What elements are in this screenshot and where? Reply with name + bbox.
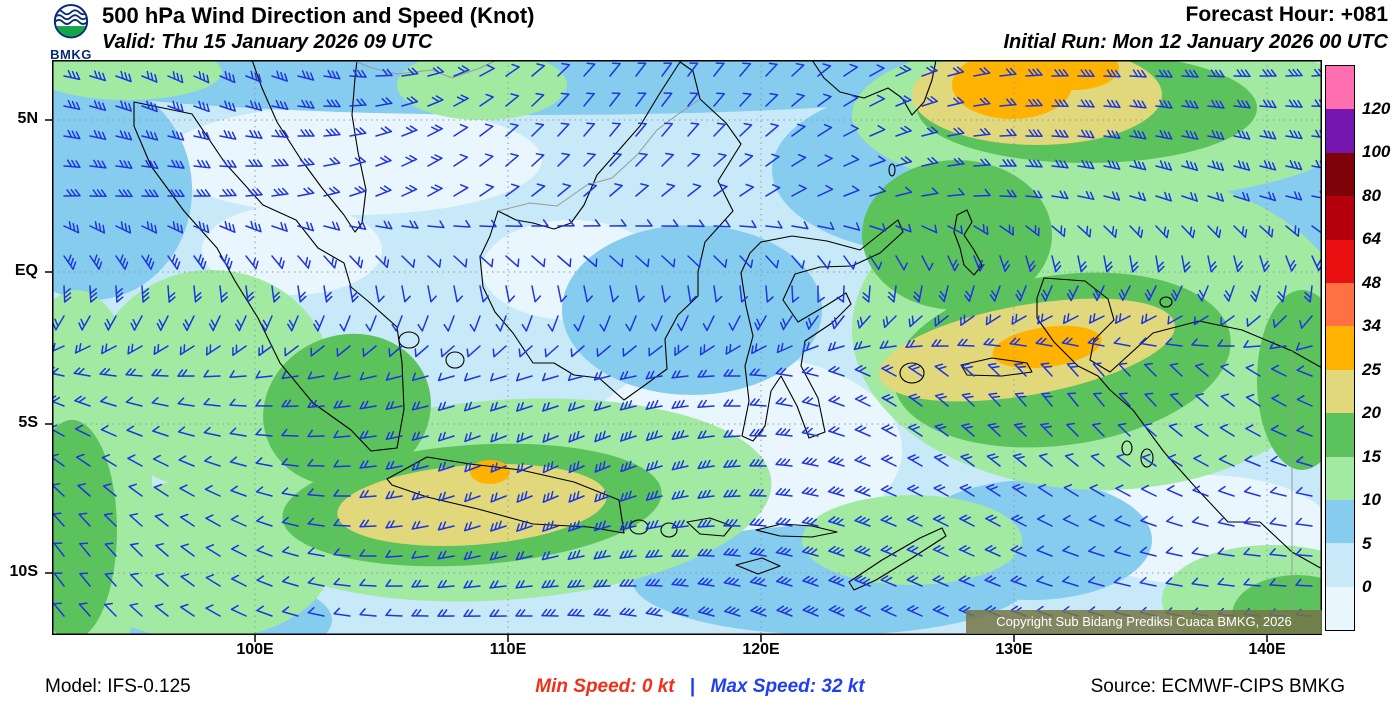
coastline-aru [1140,448,1154,468]
min-speed-label: Min Speed: 0 kt [535,676,675,697]
wind-speed-contour [72,480,332,635]
model-label: Model: IFS-0.125 [45,676,191,697]
wind-speed-contour [202,205,382,295]
legend-value-label: 0 [1362,577,1372,597]
legend-color-cell [1326,109,1354,153]
legend-value-label: 64 [1362,229,1381,249]
country-borders [351,60,1293,635]
wind-speed-contour [52,420,117,635]
coastline-timor [848,527,947,591]
wind-speed-contour [1029,60,1119,90]
lon-tick-label: 120E [742,641,780,658]
coastline-sumbawa [686,517,733,537]
wind-speed-contour [470,460,510,484]
axis-ticks [45,119,1268,642]
lat-tick-label: 5N [17,110,38,127]
source-label: Source: ECMWF-CIPS BMKG [1090,676,1345,697]
legend-value-label: 100 [1362,142,1391,162]
lat-tick-label: EQ [14,262,38,279]
wind-speed-contour [802,495,1022,585]
legend-value-label: 15 [1362,446,1381,466]
wind-speed-contour [52,60,222,100]
grid-lines [52,60,1322,635]
border-borneo [497,98,701,212]
legend-color-cell [1326,282,1354,327]
wind-speed-contour [52,80,192,300]
coastline-malay-peninsula [251,60,367,233]
wind-speed-contour [162,105,542,215]
legend-value-label: 5 [1362,533,1372,553]
speed-range-labels: Min Speed: 0 kt | Max Speed: 32 kt [0,676,1400,698]
legend-color-cell [1326,369,1354,414]
coastline-mindanao [811,60,937,116]
coastline-sangihe [888,163,896,177]
wind-barbs [52,62,1322,617]
wind-speed-contour [992,325,1102,369]
legend-color-cell [1326,326,1354,370]
legend-value-label: 80 [1362,185,1381,205]
legend-color-cell [1326,66,1354,110]
lon-tick-label: 110E [489,641,527,658]
wind-speed-contour [337,464,607,546]
wind-speed-contour [397,60,567,120]
lat-tick-label: 5S [18,414,38,431]
lon-tick-label: 100E [236,641,274,658]
map-copyright: Copyright Sub Bidang Prediksi Cuaca BMKG… [966,610,1322,634]
map-frame [52,60,1322,635]
legend-value-label: 20 [1362,403,1381,423]
legend-color-cell [1326,152,1354,197]
valid-time-label: Valid: Thu 15 January 2026 09 UTC [102,31,433,53]
coastline-halmahera [953,209,983,276]
legend-value-label: 120 [1362,98,1391,118]
coastline-buru [899,362,925,384]
coastline-bangka [398,331,420,349]
legend-color-cell [1326,196,1354,240]
lon-tick-label: 130E [995,641,1033,658]
wind-map-figure [45,60,1322,642]
wind-speed-contour [1257,290,1322,470]
forecast-hour-label: Forecast Hour: +081 [1185,3,1389,26]
page-title: 500 hPa Wind Direction and Speed (Knot) [102,3,535,28]
legend-value-label: 34 [1362,316,1381,336]
legend-color-cell [1326,239,1354,283]
coastline-biak [1159,296,1173,308]
coastline-lombok [660,522,678,538]
initial-run-label: Initial Run: Mon 12 January 2026 00 UTC [1003,31,1388,53]
legend-value-label: 25 [1362,359,1381,379]
bmkg-logo-label: BMKG [50,47,92,62]
max-speed-label: Max Speed: 32 kt [710,676,865,697]
legend-color-cell [1326,499,1354,544]
coastline-belitung [445,351,465,369]
coastline-kai [1121,440,1133,456]
legend-value-label: 10 [1362,490,1381,510]
wind-speed-contour [263,333,431,487]
legend-color-cell [1326,413,1354,457]
lon-tick-label: 140E [1248,641,1286,658]
coastline-sumba [735,557,781,575]
wind-speed-contour [862,160,1052,310]
wind-speed-legend [1325,65,1355,631]
coastline-sumatra [133,101,405,452]
wind-speed-contour [562,225,822,395]
speed-separator: | [689,676,696,697]
legend-value-label: 48 [1362,272,1381,292]
lat-tick-label: 10S [9,563,38,580]
coastline-seram [960,357,1033,377]
legend-color-cell [1326,543,1354,587]
bmkg-logo-icon [53,4,89,39]
coast-indochina-gray [351,60,498,79]
legend-color-cell [1326,586,1354,631]
legend-color-cell [1326,456,1354,500]
bmkg-logo: BMKG [44,1,98,62]
